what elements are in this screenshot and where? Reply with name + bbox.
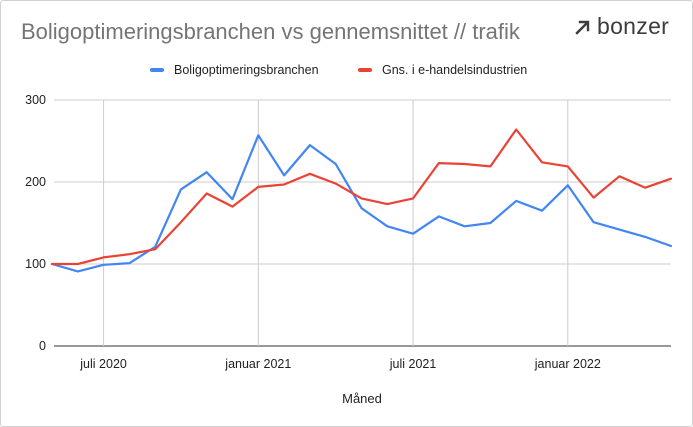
y-tick-label: 100	[25, 257, 46, 271]
y-tick-label: 300	[25, 93, 46, 107]
legend-label: Boligoptimeringsbranchen	[174, 63, 319, 77]
series-line-gns-e-handelsindustrien	[50, 128, 673, 266]
legend-swatch-blue	[150, 68, 164, 72]
x-tick-label: juli 2021	[389, 357, 437, 371]
legend: Boligoptimeringsbranchen Gns. i e-handel…	[1, 63, 692, 83]
legend-item-gns-e-handelsindustrien[interactable]: Gns. i e-handelsindustrien	[358, 63, 527, 77]
logo-text: bonzer	[597, 13, 670, 39]
x-axis-title: Måned	[342, 391, 382, 406]
legend-label: Gns. i e-handelsindustrien	[382, 63, 528, 77]
bonzer-arrow-icon	[575, 20, 590, 35]
series-line-boligoptimeringsbranchen	[50, 134, 673, 273]
bonzer-logo: bonzer	[574, 13, 669, 40]
legend-swatch-red	[358, 68, 372, 72]
y-tick-label: 200	[25, 175, 46, 189]
y-tick-label: 0	[39, 339, 46, 353]
x-tick-label: juli 2020	[79, 357, 127, 371]
legend-item-boligoptimeringsbranchen[interactable]: Boligoptimeringsbranchen	[150, 63, 319, 77]
chart-title: Boligoptimeringsbranchen vs gennemsnitte…	[21, 19, 520, 44]
x-tick-label: januar 2021	[224, 357, 291, 371]
x-tick-label: januar 2022	[534, 357, 601, 371]
